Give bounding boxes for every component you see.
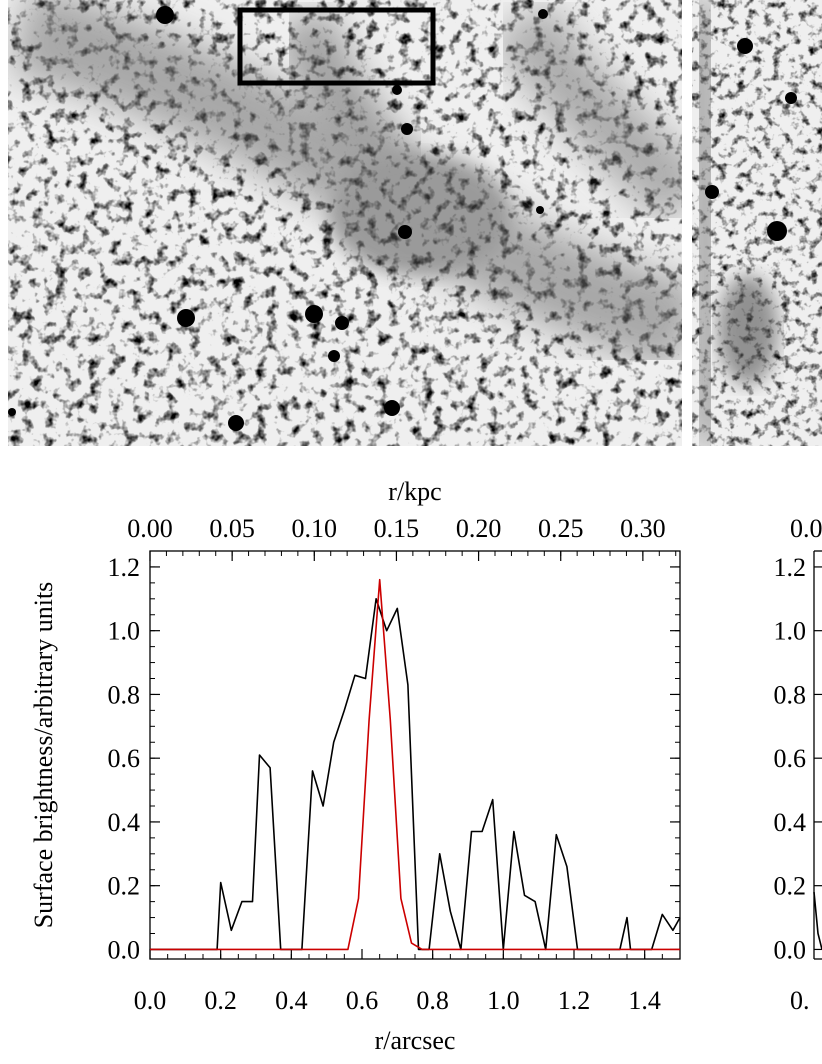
top-tick-label: 0.20 — [456, 514, 502, 543]
diffuse-arc — [9, 0, 682, 373]
y-tick-label: 1.2 — [108, 553, 141, 582]
top-tick-label: 0.15 — [374, 514, 420, 543]
star-source — [8, 408, 16, 416]
profile-line — [813, 892, 822, 950]
y-tick-label: 0.0 — [774, 935, 807, 964]
y-tick-label: 1.0 — [108, 617, 141, 646]
y-tick-label: 0.6 — [108, 744, 141, 773]
star-source — [737, 38, 753, 54]
left-image — [8, 0, 682, 446]
x-tick-label: 1.4 — [628, 986, 661, 1015]
y-axis-ticks: 0.0 0.2 0.4 0.6 0.8 1.0 1.2 — [774, 553, 822, 964]
series-group — [813, 892, 822, 950]
star-source — [392, 85, 402, 95]
star-source — [401, 123, 413, 135]
star-source — [328, 350, 340, 362]
x-tick-label: 0.6 — [346, 986, 379, 1015]
y-tick-label: 0.2 — [774, 872, 807, 901]
y-tick-label: 0.4 — [108, 808, 141, 837]
y-tick-label: 0.4 — [774, 808, 807, 837]
star-source — [536, 206, 544, 214]
x-axis-ticks: 0.0 0.2 0.4 0.6 0.8 1.0 1.2 1.4 — [134, 949, 681, 1015]
profile-plot: 0.0 0.2 0.4 0.6 0.8 1.0 1.2 1.4 0.00 0.05 0.10 0.1… — [29, 477, 681, 1055]
top-axis-ticks: 0.00 0.05 0.10 0.15 0.20 0.25 0.30 — [127, 514, 677, 561]
region-box — [237, 7, 436, 86]
top-axis-label: r/kpc — [388, 477, 441, 506]
top-tick-label: 0.0 — [790, 514, 822, 543]
y-axis-ticks: 0.0 0.2 0.4 0.6 0.8 1.0 1.2 — [108, 550, 680, 964]
y-tick-label: 0.8 — [774, 680, 807, 709]
y-axis-label: Surface brightness/arbitrary units — [29, 582, 58, 929]
star-source — [538, 9, 548, 19]
y-tick-label: 1.2 — [774, 553, 807, 582]
x-tick-label: 0.0 — [134, 986, 167, 1015]
star-source — [398, 225, 412, 239]
x-tick-label: 0.8 — [416, 986, 449, 1015]
star-source — [384, 400, 400, 416]
star-source — [705, 185, 719, 199]
top-tick-label: 0.00 — [127, 514, 173, 543]
star-source — [305, 305, 323, 323]
x-tick-label: 0.2 — [204, 986, 237, 1015]
point-sources — [8, 6, 548, 431]
x-axis-label: r/arcsec — [375, 1026, 456, 1055]
star-source — [156, 6, 174, 24]
x-tick-label: 0.4 — [275, 986, 308, 1015]
x-tick-label: 0. — [790, 986, 810, 1015]
right-image-partial — [692, 0, 822, 446]
y-tick-label: 1.0 — [774, 617, 807, 646]
psf-line — [150, 578, 680, 951]
series-group — [150, 578, 681, 951]
top-tick-label: 0.05 — [209, 514, 255, 543]
y-tick-label: 0.2 — [108, 872, 141, 901]
top-tick-label: 0.30 — [620, 514, 666, 543]
profile-line — [150, 597, 681, 951]
y-tick-label: 0.0 — [108, 935, 141, 964]
x-tick-label: 1.2 — [558, 986, 591, 1015]
top-tick-label: 0.25 — [538, 514, 584, 543]
star-source — [228, 415, 244, 431]
star-source — [335, 316, 349, 330]
profile-plot-partial: 0.0 0.2 0.4 0.6 0.8 1.0 1.2 0. 0.0 — [774, 514, 822, 1015]
star-source — [767, 221, 787, 241]
y-tick-label: 0.6 — [774, 744, 807, 773]
star-source — [785, 92, 797, 104]
star-source — [177, 309, 195, 327]
plot-frame — [149, 550, 681, 960]
x-tick-label: 1.0 — [487, 986, 520, 1015]
y-tick-label: 0.8 — [108, 680, 141, 709]
top-tick-label: 0.10 — [292, 514, 338, 543]
